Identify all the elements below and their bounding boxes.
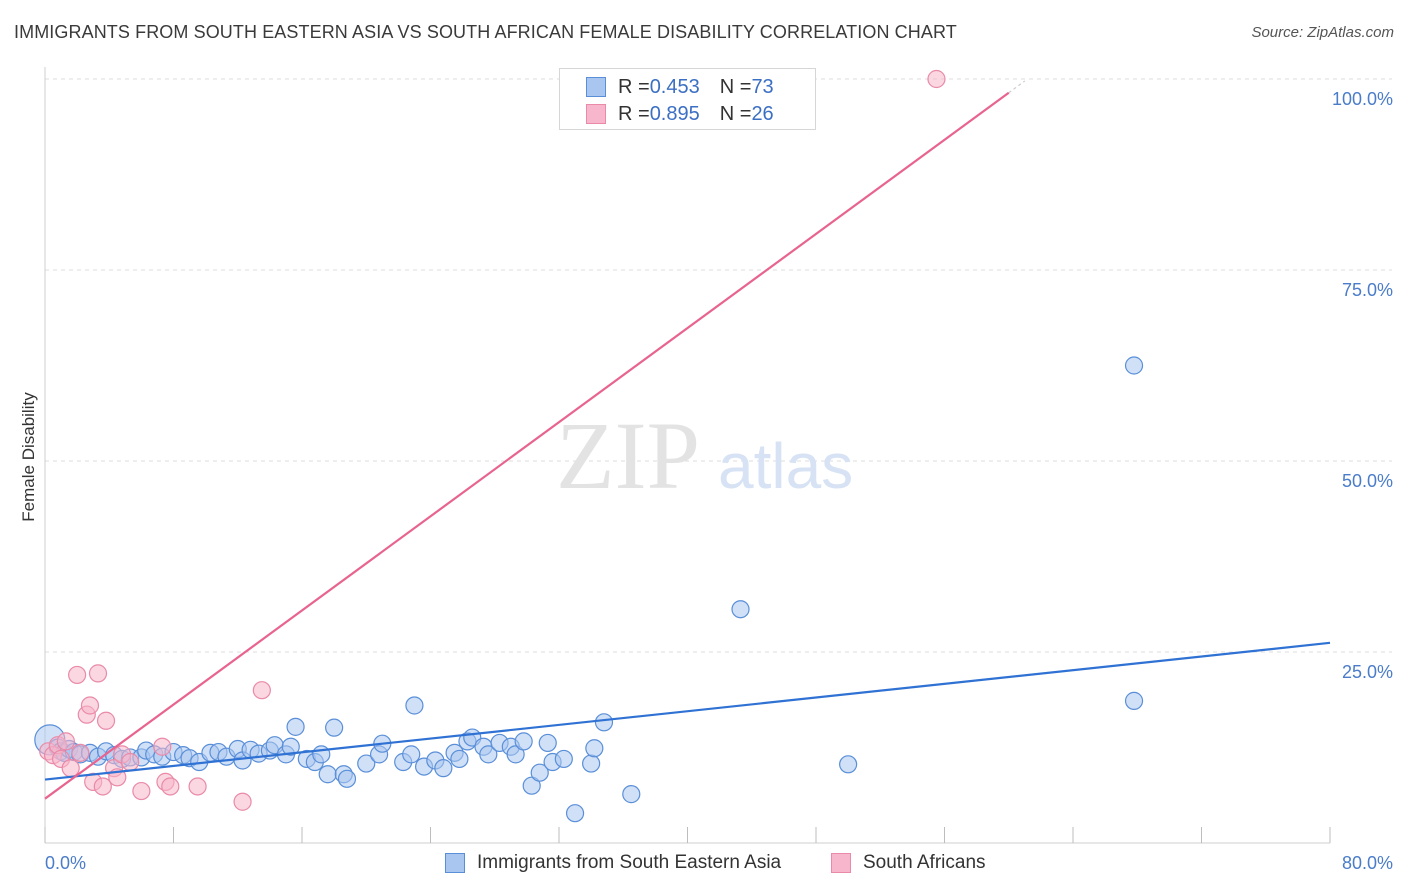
- legend-n-value: 73: [751, 75, 774, 98]
- correlation-legend: R = 0.453 N = 73 R = 0.895 N = 26: [559, 68, 816, 130]
- south-africans-point: [88, 664, 108, 683]
- immigrants-point: [402, 745, 421, 764]
- south-africans-point: [61, 759, 80, 778]
- legend-swatch-pink: [586, 104, 606, 124]
- x-tick-label-max: 80.0%: [1342, 853, 1393, 873]
- immigrants-point: [538, 733, 557, 753]
- immigrants-point: [582, 754, 601, 773]
- watermark-zip: ZIP: [556, 402, 700, 509]
- series-south-africans-points: [39, 69, 946, 811]
- south-africans-point: [153, 737, 172, 756]
- immigrants-point: [839, 755, 858, 774]
- legend-r-label: R =: [618, 75, 650, 98]
- watermark: ZIP atlas: [556, 402, 853, 509]
- immigrants-point: [585, 739, 604, 758]
- legend-n-label: N =: [719, 102, 752, 125]
- bottom-legend-immigrants: Immigrants from South Eastern Asia: [445, 852, 781, 874]
- immigrants-point: [622, 785, 641, 804]
- legend-r-value: 0.453: [649, 75, 700, 98]
- immigrants-point: [731, 600, 750, 619]
- axis-ticks: 25.0% 50.0% 75.0% 100.0% 0.0% 80.0%: [44, 89, 1393, 873]
- immigrants-trend-line: [44, 641, 1331, 781]
- south-africans-point: [93, 777, 112, 796]
- immigrants-point: [325, 718, 344, 737]
- y-axis-label: Female Disability: [19, 392, 38, 522]
- legend-n-label: N =: [719, 75, 752, 98]
- immigrants-point: [1124, 691, 1144, 710]
- south-africans-point: [68, 665, 87, 685]
- immigrants-point: [337, 769, 357, 788]
- source-label: Source: ZipAtlas.com: [1251, 24, 1394, 41]
- immigrants-point: [522, 776, 541, 795]
- immigrants-point: [565, 804, 585, 823]
- immigrants-point: [479, 745, 498, 764]
- bottom-legend-south-africans: South Africans: [831, 852, 986, 874]
- immigrants-point: [281, 737, 300, 756]
- immigrants-point: [554, 749, 573, 769]
- immigrants-point: [450, 749, 469, 769]
- bottom-legend-label: South Africans: [863, 852, 986, 873]
- chart-title: IMMIGRANTS FROM SOUTH EASTERN ASIA VS SO…: [14, 22, 957, 42]
- immigrants-point: [312, 745, 331, 764]
- south-africans-point: [56, 732, 75, 751]
- y-tick-label: 75.0%: [1342, 280, 1393, 300]
- x-tick-label-min: 0.0%: [45, 853, 86, 873]
- south-africans-trend-line: [44, 91, 1010, 800]
- watermark-atlas: atlas: [718, 430, 853, 502]
- south-africans-point: [188, 777, 207, 796]
- immigrants-point: [405, 696, 424, 715]
- south-africans-point: [96, 711, 116, 730]
- legend-r-value: 0.895: [649, 102, 700, 125]
- immigrants-point: [357, 754, 376, 773]
- immigrants-point: [506, 745, 525, 764]
- south-africans-point: [252, 681, 271, 700]
- immigrants-point: [514, 732, 533, 751]
- south-africans-point: [121, 752, 140, 772]
- immigrants-point: [318, 765, 337, 784]
- immigrants-point: [530, 763, 549, 782]
- south-africans-point: [161, 777, 180, 796]
- south-africans-point: [927, 69, 946, 89]
- bottom-legend-swatch-blue: [445, 853, 465, 873]
- legend-row-south-africans: R = 0.895 N = 26: [586, 102, 774, 126]
- south-africans-point: [132, 781, 151, 801]
- bottom-legend-label: Immigrants from South Eastern Asia: [477, 852, 782, 873]
- trend-lines: [44, 80, 1331, 800]
- south-africans-trend-extension: [1008, 80, 1026, 94]
- immigrants-point: [594, 713, 614, 732]
- grid-lines: [45, 78, 1392, 653]
- immigrants-point: [1124, 356, 1144, 375]
- south-africans-point: [233, 792, 252, 811]
- bottom-legend-swatch-pink: [831, 853, 851, 873]
- legend-r-label: R =: [618, 102, 650, 125]
- y-tick-label: 25.0%: [1342, 662, 1393, 682]
- immigrants-point: [286, 717, 305, 736]
- south-africans-point: [71, 743, 90, 762]
- immigrants-point: [434, 759, 453, 778]
- south-africans-point: [80, 696, 100, 715]
- legend-n-value: 26: [751, 102, 774, 125]
- y-tick-label: 50.0%: [1342, 471, 1393, 491]
- legend-row-immigrants: R = 0.453 N = 73: [586, 75, 774, 99]
- y-tick-label: 100.0%: [1332, 89, 1393, 109]
- legend-swatch-blue: [586, 77, 606, 97]
